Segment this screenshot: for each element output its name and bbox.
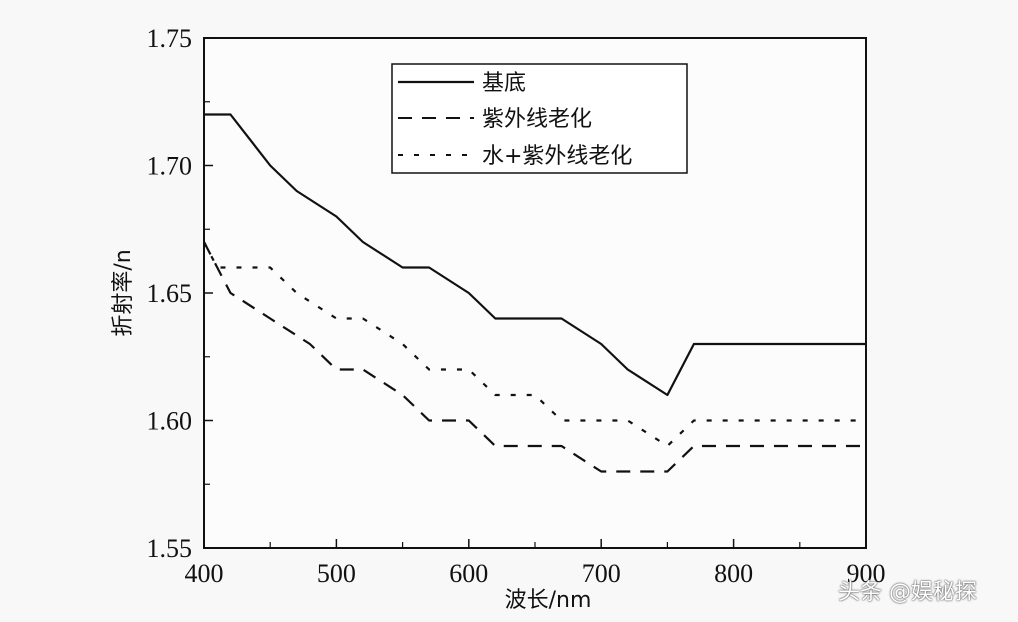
x-tick-label: 500: [317, 559, 356, 588]
y-axis: 1.55 1.60 1.65 1.70 1.75: [147, 24, 213, 563]
y-tick-label: 1.75: [147, 24, 193, 53]
series-line-solid: [204, 113, 866, 397]
x-axis: 400 500 600 700 800 900: [185, 539, 886, 588]
watermark: 头条 @娱秘探: [838, 580, 977, 605]
legend-label-uv-aging: 紫外线老化: [482, 107, 592, 132]
y-tick-label: 1.55: [147, 534, 193, 563]
y-tick-label: 1.70: [147, 152, 193, 181]
legend-label-water-uv-aging: 水+紫外线老化: [482, 144, 632, 169]
legend-label-substrate: 基底: [482, 71, 526, 96]
legend: 基底 紫外线老化 水+紫外线老化: [391, 63, 688, 174]
x-tick-label: 400: [185, 559, 224, 588]
series-lines: [203, 113, 866, 473]
x-axis-title: 波长/nm: [505, 588, 592, 613]
series-line-dashed: [203, 241, 866, 473]
x-tick-label: 800: [714, 559, 753, 588]
x-tick-label: 900: [847, 559, 886, 588]
y-tick-label: 1.60: [147, 407, 193, 436]
x-tick-label: 600: [449, 559, 488, 588]
x-tick-label: 700: [582, 559, 621, 588]
y-axis-title: 折射率/n: [111, 249, 136, 336]
series-line-dotted: [203, 241, 866, 448]
y-tick-label: 1.65: [147, 279, 193, 308]
